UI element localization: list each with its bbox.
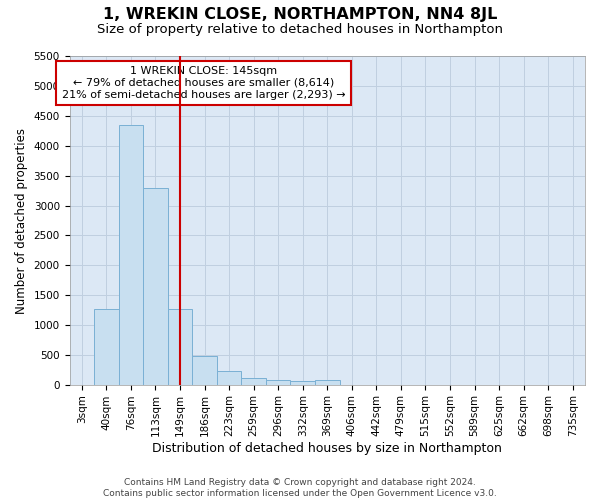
Text: Size of property relative to detached houses in Northampton: Size of property relative to detached ho… — [97, 22, 503, 36]
Bar — [315, 380, 340, 384]
Text: 1, WREKIN CLOSE, NORTHAMPTON, NN4 8JL: 1, WREKIN CLOSE, NORTHAMPTON, NN4 8JL — [103, 8, 497, 22]
Y-axis label: Number of detached properties: Number of detached properties — [15, 128, 28, 314]
Bar — [119, 125, 143, 384]
Text: 1 WREKIN CLOSE: 145sqm
← 79% of detached houses are smaller (8,614)
21% of semi-: 1 WREKIN CLOSE: 145sqm ← 79% of detached… — [62, 66, 346, 100]
Bar — [94, 309, 119, 384]
Bar — [143, 188, 168, 384]
Bar — [192, 356, 217, 384]
Bar — [168, 309, 192, 384]
Bar — [290, 381, 315, 384]
Bar — [217, 371, 241, 384]
Text: Contains HM Land Registry data © Crown copyright and database right 2024.
Contai: Contains HM Land Registry data © Crown c… — [103, 478, 497, 498]
X-axis label: Distribution of detached houses by size in Northampton: Distribution of detached houses by size … — [152, 442, 502, 455]
Bar — [241, 378, 266, 384]
Bar — [266, 380, 290, 384]
